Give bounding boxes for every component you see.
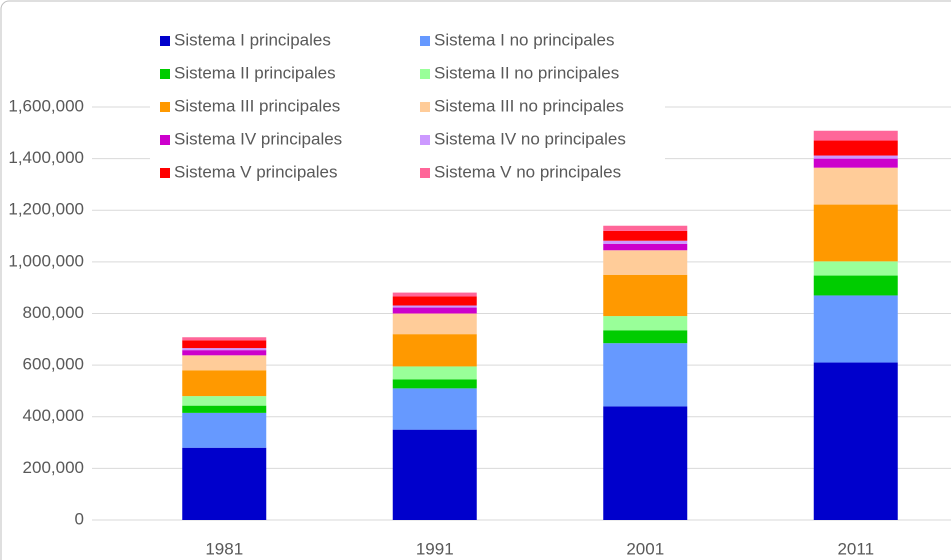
bar-segment [603,240,688,244]
bar-segment [603,316,688,331]
y-tick-label: 0 [75,509,84,528]
bar-segment [392,305,477,308]
y-tick-label: 800,000 [23,303,84,322]
bar-segment [813,140,898,156]
legend-swatch [160,69,170,79]
bar-segment [392,296,477,306]
bar-segment [603,343,688,407]
legend-label: Sistema III no principales [434,96,624,115]
x-tick-label: 1981 [205,539,243,558]
bar-segment [813,204,898,262]
bar-segment [813,167,898,205]
bar-segment [392,334,477,367]
x-tick-label: 2001 [626,539,664,558]
y-tick-label: 400,000 [23,406,84,425]
y-tick-label: 1,200,000 [8,200,84,219]
bar-segment [182,348,267,351]
y-tick-label: 200,000 [23,458,84,477]
legend-label: Sistema I principales [174,30,331,49]
legend-swatch [420,168,430,178]
bar-segment [392,313,477,335]
legend-label: Sistema III principales [174,96,340,115]
legend-background [150,24,665,192]
legend-swatch [420,36,430,46]
bar-segment [182,337,267,341]
legend-swatch [160,168,170,178]
bar-segment [813,275,898,296]
bar-segment [813,362,898,520]
bar-segment [182,355,267,371]
bar-segment [813,155,898,159]
bar-segment [182,340,267,349]
bar-segment [392,429,477,520]
y-tick-label: 600,000 [23,355,84,374]
bar-segment [182,405,267,413]
legend-label: Sistema V no principales [434,162,621,181]
bar-segment [392,307,477,314]
bar-segment [182,396,267,406]
bar-segment [813,158,898,168]
bar-segment [392,379,477,389]
bar-segment [813,261,898,276]
bar-segment [182,447,267,520]
x-tick-label: 1991 [416,539,454,558]
bar-segment [813,130,898,141]
bar-segment [603,330,688,344]
legend-label: Sistema IV no principales [434,129,626,148]
legend-label: Sistema II principales [174,63,336,82]
bar-segment [392,388,477,430]
legend-swatch [160,102,170,112]
legend-label: Sistema II no principales [434,63,619,82]
y-tick-label: 1,600,000 [8,96,84,115]
legend-swatch [420,135,430,145]
legend-swatch [160,135,170,145]
bar-segment [813,295,898,363]
y-tick-label: 1,000,000 [8,251,84,270]
bar-segment [603,250,688,275]
legend-label: Sistema I no principales [434,30,614,49]
legend-label: Sistema V principales [174,162,337,181]
bar-segment [182,412,267,448]
bar-segment [603,243,688,251]
bar-segment [182,350,267,356]
bar-segment [603,406,688,520]
bar-segment [392,292,477,297]
bar-segment [182,370,267,397]
legend-swatch [420,69,430,79]
bar-segment [603,230,688,241]
legend-swatch [160,36,170,46]
bar-segment [392,366,477,380]
bar-segment [603,274,688,317]
y-tick-label: 1,400,000 [8,148,84,167]
x-tick-label: 2011 [837,539,874,558]
legend-swatch [420,102,430,112]
legend-label: Sistema IV principales [174,129,342,148]
bar-segment [603,225,688,231]
